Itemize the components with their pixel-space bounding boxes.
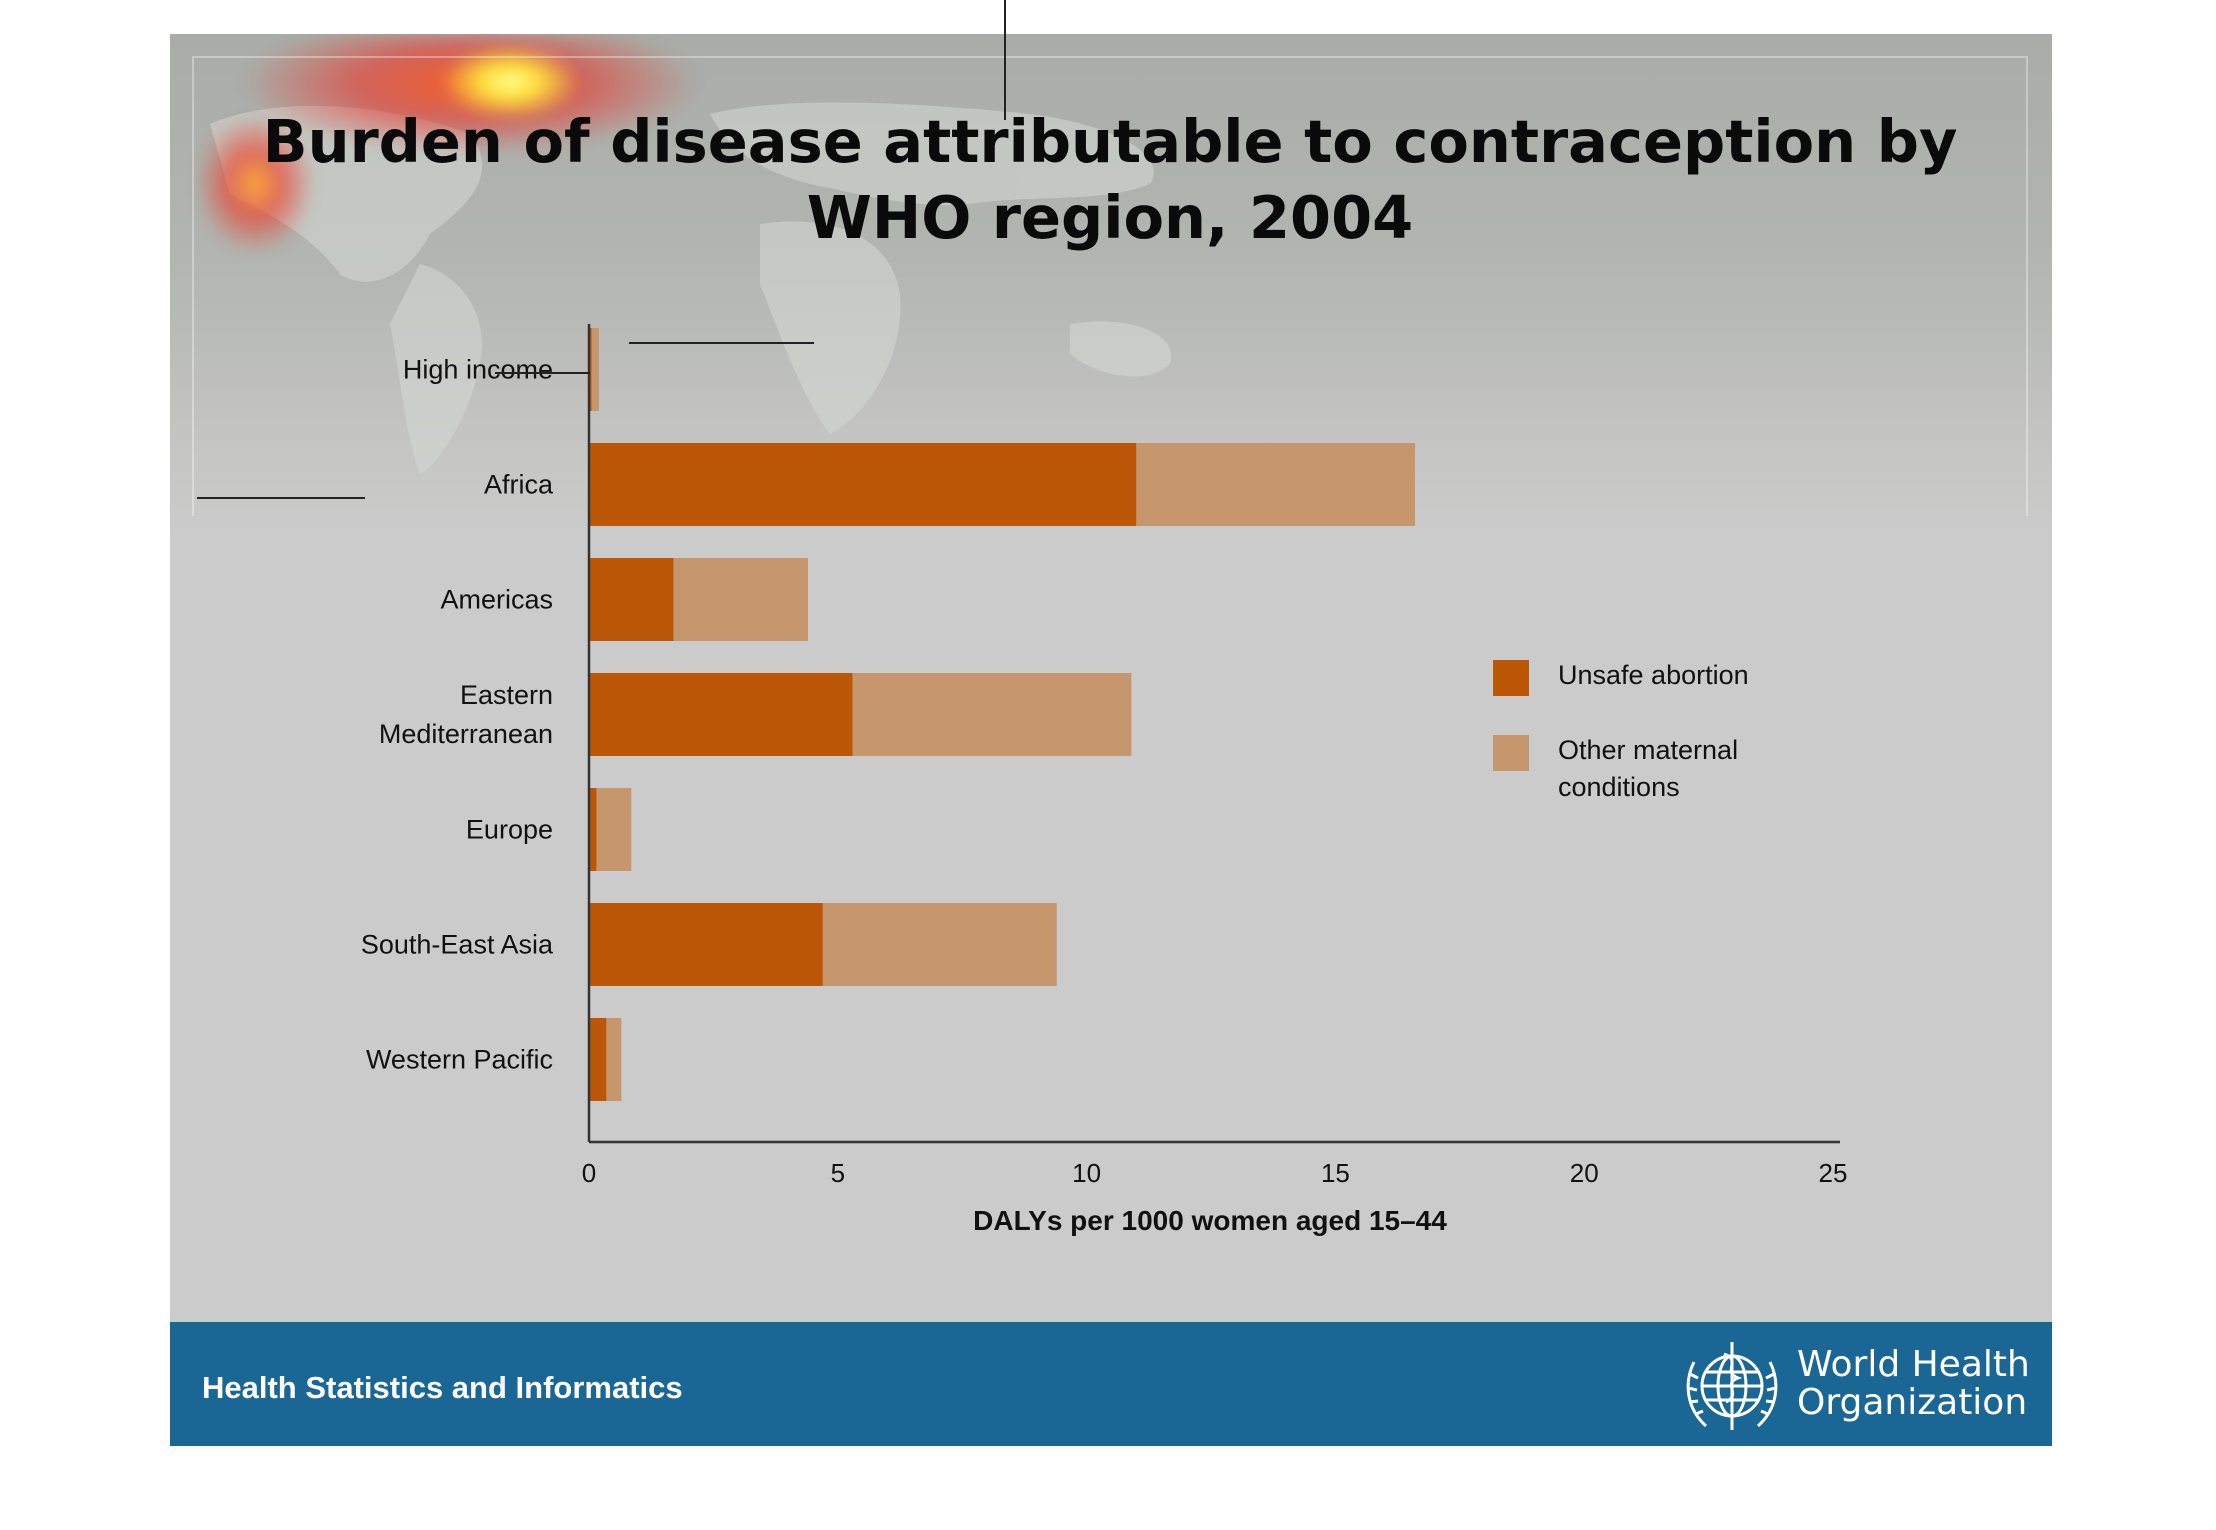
legend-swatch-other-maternal [1493, 735, 1529, 771]
bar-chart: High income Africa Americas Eastern Mediterr… [361, 324, 1848, 1236]
category-label: High income [403, 355, 553, 385]
x-tick-label: 15 [1321, 1158, 1350, 1188]
legend-label: conditions [1558, 772, 1680, 802]
org-name-line-1: World Health [1797, 1344, 2030, 1385]
title-line-2: WHO region, 2004 [806, 183, 1414, 252]
bar-unsafe-abortion [589, 903, 823, 986]
x-tick-label: 0 [582, 1158, 596, 1188]
category-label: Americas [440, 585, 553, 615]
bar-other-maternal [591, 328, 599, 411]
org-name-line-2: Organization [1797, 1382, 2028, 1423]
bar-other-maternal [596, 788, 632, 871]
heatmap-overlay [180, 34, 740, 294]
slide-frame [192, 56, 2028, 516]
category-label: South-East Asia [361, 930, 554, 960]
bar-unsafe-abortion [589, 558, 674, 641]
category-label: Africa [484, 470, 554, 500]
category-label: Western Pacific [366, 1045, 553, 1075]
bar-other-maternal [852, 673, 1132, 756]
stray-line [1004, 0, 1006, 120]
category-label: Eastern [460, 680, 553, 710]
x-axis-title: DALYs per 1000 women aged 15–44 [973, 1205, 1447, 1236]
who-emblem-icon [1686, 1342, 1778, 1430]
legend-swatch-unsafe-abortion [1493, 660, 1529, 696]
page-title: Burden of disease attributable to contra… [230, 104, 1990, 256]
x-tick-label: 20 [1570, 1158, 1599, 1188]
x-tick-label: 25 [1819, 1158, 1848, 1188]
stray-line [495, 372, 590, 374]
bar-unsafe-abortion [589, 788, 597, 871]
stray-line [197, 497, 365, 499]
bar-other-maternal [606, 1018, 622, 1101]
x-tick-label: 5 [831, 1158, 845, 1188]
bar-unsafe-abortion [589, 1018, 607, 1101]
slide: Burden of disease attributable to contra… [170, 34, 2052, 1446]
x-tick-label: 10 [1072, 1158, 1101, 1188]
bar-unsafe-abortion [589, 443, 1137, 526]
category-label: Europe [466, 815, 553, 845]
stray-line [629, 342, 814, 344]
who-org-name: World Health Organization [1797, 1346, 2030, 1422]
footer-section-label: Health Statistics and Informatics [202, 1370, 683, 1405]
bar-unsafe-abortion [589, 673, 853, 756]
title-line-1: Burden of disease attributable to contra… [262, 107, 1958, 176]
bar-other-maternal [673, 558, 808, 641]
footer-bar: Health Statistics and Informatics World … [170, 1322, 2052, 1446]
bar-other-maternal [822, 903, 1057, 986]
legend-label: Unsafe abortion [1558, 660, 1749, 690]
bar-other-maternal [1136, 443, 1416, 526]
category-label: Mediterranean [379, 719, 553, 749]
legend-label: Other maternal [1558, 735, 1738, 765]
